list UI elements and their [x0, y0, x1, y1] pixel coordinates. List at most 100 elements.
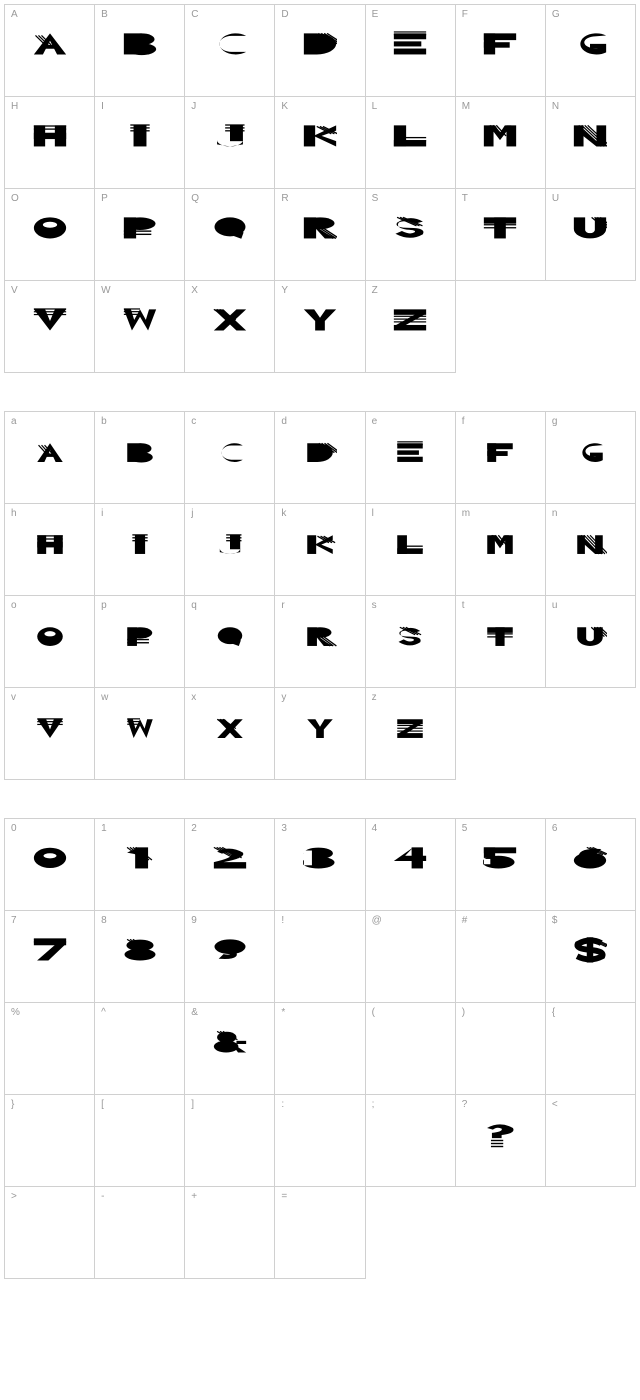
- glyph-cell: #: [456, 911, 546, 1003]
- cell-label: $: [552, 915, 558, 926]
- cell-label: F: [462, 9, 468, 20]
- cell-label: k: [281, 508, 286, 519]
- glyph-icon: [573, 526, 607, 560]
- glyph-cell: (: [366, 1003, 456, 1095]
- glyph-icon: [303, 434, 337, 468]
- glyph-cell: w: [95, 688, 185, 780]
- glyph-cell: L: [366, 97, 456, 189]
- cell-label: #: [462, 915, 468, 926]
- glyph-cell: m: [456, 504, 546, 596]
- cell-label: N: [552, 101, 559, 112]
- glyph-cell: !: [275, 911, 365, 1003]
- glyph-cell: g: [546, 412, 636, 504]
- glyph-icon: [33, 27, 67, 61]
- glyph-icon: [303, 526, 337, 560]
- glyph-icon: [123, 119, 157, 153]
- cell-label: 0: [11, 823, 17, 834]
- glyph-icon: [393, 27, 427, 61]
- glyph-cell: *: [275, 1003, 365, 1095]
- glyph-icon: [123, 526, 157, 560]
- cell-label: 7: [11, 915, 17, 926]
- glyph-icon: [213, 1025, 247, 1059]
- glyph-icon: [213, 618, 247, 652]
- glyph-icon: [213, 119, 247, 153]
- glyph-icon: [483, 27, 517, 61]
- cell-label: h: [11, 508, 17, 519]
- empty-cell: [456, 281, 546, 373]
- glyph-cell: a: [5, 412, 95, 504]
- cell-label: K: [281, 101, 288, 112]
- glyph-icon: [573, 27, 607, 61]
- glyph-icon: [123, 27, 157, 61]
- glyph-icon: [303, 710, 337, 744]
- glyph-cell: W: [95, 281, 185, 373]
- cell-label: &: [191, 1007, 198, 1018]
- cell-label: g: [552, 416, 558, 427]
- glyph-cell: 0: [5, 819, 95, 911]
- cell-label: a: [11, 416, 17, 427]
- cell-label: W: [101, 285, 110, 296]
- glyph-cell: K: [275, 97, 365, 189]
- glyph-cell: A: [5, 5, 95, 97]
- cell-label: w: [101, 692, 108, 703]
- section-numbers-symbols: 0123456789!@#$%^&*(){}[]:;?<>-+=: [4, 818, 636, 1279]
- glyph-icon: [483, 211, 517, 245]
- glyph-icon: [303, 841, 337, 875]
- cell-label: Y: [281, 285, 288, 296]
- section-uppercase: ABCDEFGHIJKLMNOPQRSTUVWXYZ: [4, 4, 636, 373]
- glyph-cell: F: [456, 5, 546, 97]
- cell-label: 8: [101, 915, 107, 926]
- glyph-icon: [573, 933, 607, 967]
- cell-label: 3: [281, 823, 287, 834]
- cell-label: z: [372, 692, 377, 703]
- glyph-icon: [393, 841, 427, 875]
- cell-label: T: [462, 193, 468, 204]
- cell-label: H: [11, 101, 18, 112]
- cell-label: m: [462, 508, 470, 519]
- glyph-cell: G: [546, 5, 636, 97]
- glyph-icon: [33, 211, 67, 245]
- glyph-cell: V: [5, 281, 95, 373]
- cell-label: U: [552, 193, 559, 204]
- glyph-icon: [33, 303, 67, 337]
- glyph-icon: [213, 841, 247, 875]
- glyph-cell: M: [456, 97, 546, 189]
- glyph-cell: z: [366, 688, 456, 780]
- cell-label: D: [281, 9, 288, 20]
- cell-label: y: [281, 692, 286, 703]
- cell-label: u: [552, 600, 558, 611]
- cell-label: M: [462, 101, 470, 112]
- glyph-cell: ^: [95, 1003, 185, 1095]
- cell-label: G: [552, 9, 560, 20]
- glyph-icon: [483, 434, 517, 468]
- cell-label: ?: [462, 1099, 468, 1110]
- cell-label: 4: [372, 823, 378, 834]
- glyph-cell: Z: [366, 281, 456, 373]
- glyph-cell: x: [185, 688, 275, 780]
- cell-label: ;: [372, 1099, 375, 1110]
- glyph-cell: N: [546, 97, 636, 189]
- glyph-icon: [573, 841, 607, 875]
- cell-label: i: [101, 508, 103, 519]
- glyph-cell: 9: [185, 911, 275, 1003]
- glyph-icon: [213, 27, 247, 61]
- cell-label: d: [281, 416, 287, 427]
- cell-label: p: [101, 600, 107, 611]
- glyph-cell: &: [185, 1003, 275, 1095]
- glyph-cell: c: [185, 412, 275, 504]
- glyph-icon: [213, 710, 247, 744]
- cell-label: =: [281, 1191, 287, 1202]
- glyph-cell: +: [185, 1187, 275, 1279]
- glyph-cell: >: [5, 1187, 95, 1279]
- cell-label: ): [462, 1007, 465, 1018]
- glyph-icon: [573, 618, 607, 652]
- cell-label: j: [191, 508, 193, 519]
- glyph-icon: [393, 434, 427, 468]
- glyph-cell: P: [95, 189, 185, 281]
- glyph-cell: 4: [366, 819, 456, 911]
- cell-label: b: [101, 416, 107, 427]
- cell-label: *: [281, 1007, 285, 1018]
- cell-label: -: [101, 1191, 104, 1202]
- cell-label: L: [372, 101, 378, 112]
- cell-label: >: [11, 1191, 17, 1202]
